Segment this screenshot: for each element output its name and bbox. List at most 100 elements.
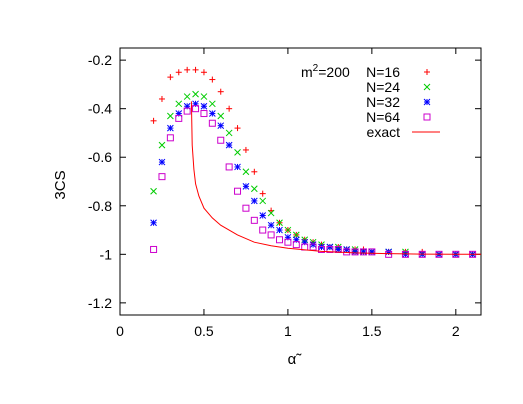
axes: 0 0.5 1 1.5 2 -0.2 -0.4 -0.6 -0.8 -1 -1.2 xyxy=(88,47,482,339)
data-point-n-24 xyxy=(200,93,208,100)
marker-stroke xyxy=(284,238,292,246)
marker-stroke xyxy=(267,209,275,217)
marker-stroke xyxy=(242,168,250,176)
data-point-n-64 xyxy=(175,114,183,122)
annotation-m2: m2=200 xyxy=(301,63,350,80)
data-point-n-16 xyxy=(242,146,249,153)
data-point-n-24 xyxy=(292,231,300,239)
data-point-n-24 xyxy=(276,219,283,227)
x-tick-label: 0.5 xyxy=(194,323,214,339)
marker-stroke xyxy=(217,112,225,120)
marker-stroke xyxy=(368,248,376,256)
x-tick-label: 0 xyxy=(116,323,124,339)
data-point-n-32 xyxy=(326,243,334,251)
legend-label-n-32: N=32 xyxy=(366,94,400,110)
data-point-n-24 xyxy=(192,90,199,98)
marker-stroke xyxy=(326,245,334,253)
data-point-n-32 xyxy=(167,124,174,132)
legend-marker-n-16 xyxy=(424,69,430,75)
data-point-n-64 xyxy=(183,107,191,115)
marker-stroke xyxy=(183,93,191,100)
marker-stroke xyxy=(276,236,284,244)
data-point-n-32 xyxy=(318,243,325,251)
data-point-n-24 xyxy=(183,93,191,100)
marker-stroke xyxy=(234,149,241,156)
marker-stroke xyxy=(217,136,225,144)
data-point-n-64 xyxy=(158,173,166,181)
data-point-n-32 xyxy=(351,248,359,256)
marker-stroke xyxy=(208,100,216,108)
marker-stroke xyxy=(225,141,233,149)
marker-stroke xyxy=(267,221,275,229)
marker-stroke xyxy=(318,243,325,251)
marker-stroke xyxy=(234,187,242,195)
marker-stroke xyxy=(385,250,393,258)
data-point-n-64 xyxy=(267,231,275,239)
marker-stroke xyxy=(292,231,300,239)
data-point-n-16 xyxy=(150,117,157,124)
data-point-n-64 xyxy=(217,136,225,144)
legend-label-n-64: N=64 xyxy=(366,109,400,125)
marker-stroke xyxy=(423,98,431,106)
data-point-n-16 xyxy=(175,69,182,76)
data-point-n-64 xyxy=(276,236,284,244)
data-point-n-24 xyxy=(167,112,174,120)
marker-stroke xyxy=(276,219,283,227)
y-tick-label: -1 xyxy=(100,246,113,262)
chart-marks xyxy=(150,66,481,258)
marker-stroke xyxy=(242,204,250,212)
data-point-n-64 xyxy=(225,163,233,171)
data-point-n-24 xyxy=(267,209,275,217)
data-point-n-16 xyxy=(209,76,216,83)
data-point-n-64 xyxy=(166,134,174,142)
marker-stroke xyxy=(192,105,200,113)
data-point-n-16 xyxy=(200,69,207,76)
marker-stroke xyxy=(351,248,359,256)
data-point-n-64 xyxy=(192,105,200,113)
marker-stroke xyxy=(334,246,342,253)
data-point-n-32 xyxy=(259,212,267,219)
x-tick-label: 2 xyxy=(452,323,460,339)
plot-frame xyxy=(119,47,482,316)
marker-stroke xyxy=(242,183,250,190)
data-point-n-24 xyxy=(225,129,233,137)
data-point-n-64 xyxy=(359,248,367,256)
data-point-n-32 xyxy=(150,219,157,227)
data-point-n-24 xyxy=(217,112,225,120)
marker-stroke xyxy=(167,112,174,120)
legend-label-exact: exact xyxy=(367,124,401,140)
data-point-n-64 xyxy=(250,216,258,224)
legend-marker-n-24 xyxy=(423,83,431,91)
marker-stroke xyxy=(368,248,376,256)
y-tick-label: -0.4 xyxy=(88,101,112,117)
x-axis-label: α̃ xyxy=(288,351,303,368)
marker-stroke xyxy=(167,124,174,132)
marker-stroke xyxy=(423,83,431,91)
data-point-n-16 xyxy=(251,168,258,175)
data-point-n-64 xyxy=(326,245,334,253)
marker-stroke xyxy=(158,173,166,181)
marker-stroke xyxy=(175,100,183,108)
marker-stroke xyxy=(267,231,275,239)
marker-stroke xyxy=(166,134,174,142)
marker-stroke xyxy=(158,158,166,166)
marker-stroke xyxy=(217,122,225,130)
data-point-n-16 xyxy=(217,88,224,95)
data-point-n-24 xyxy=(150,187,157,195)
data-point-n-32 xyxy=(250,197,258,205)
data-point-n-32 xyxy=(267,221,275,229)
legend-marker-n-64 xyxy=(423,113,431,121)
marker-stroke xyxy=(175,114,183,122)
legend-label-n-16: N=16 xyxy=(366,64,400,80)
data-point-n-16 xyxy=(234,125,241,132)
x-tick-label: 1.5 xyxy=(362,323,382,339)
data-point-n-64 xyxy=(284,238,292,246)
data-point-n-24 xyxy=(284,226,292,234)
data-point-n-16 xyxy=(184,66,191,73)
data-point-n-64 xyxy=(150,245,158,253)
legend-marker-n-32 xyxy=(423,98,431,106)
data-point-n-24 xyxy=(158,141,166,149)
data-point-n-32 xyxy=(309,241,317,248)
data-point-n-64 xyxy=(259,226,267,234)
legend-label-n-24: N=24 xyxy=(366,79,400,95)
